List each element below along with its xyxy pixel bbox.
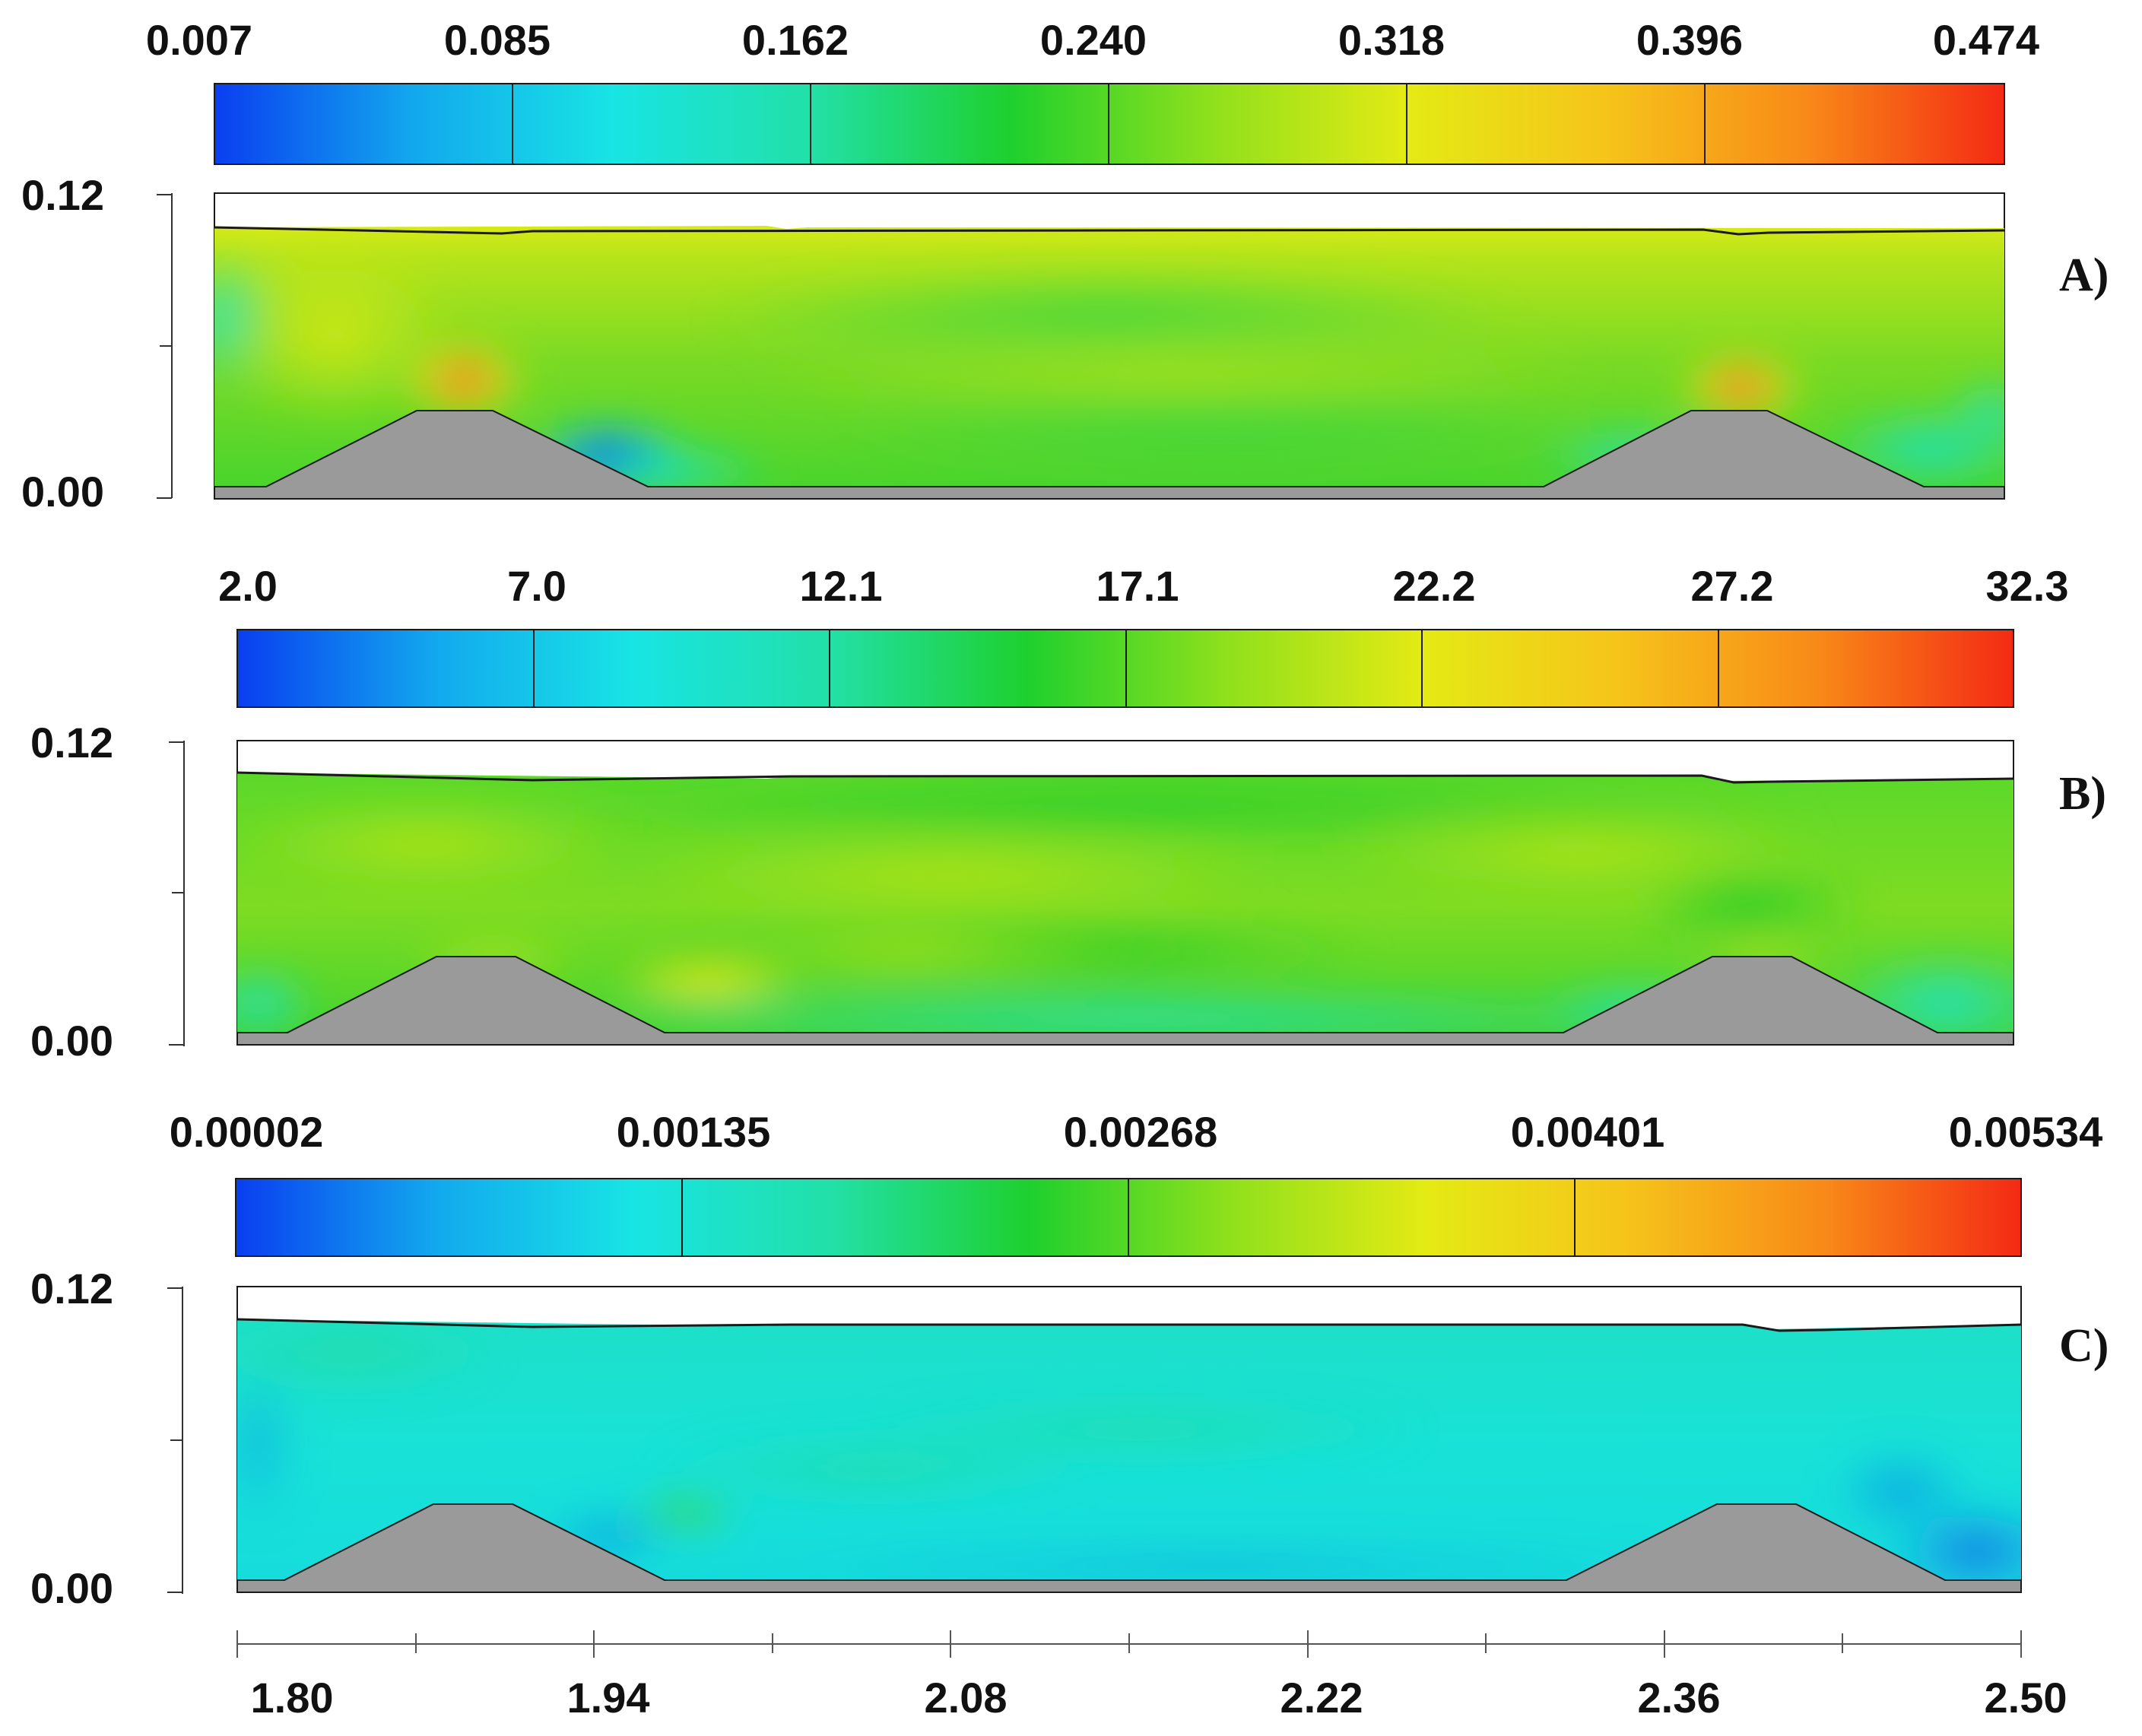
- colorbar-a-label: 0.240: [1040, 16, 1147, 64]
- x-tick-label: 2.22: [1280, 1674, 1363, 1722]
- y-tick-label-bottom-b: 0.00: [30, 1017, 113, 1065]
- panel-c: 0.00002 0.00135 0.00268 0.00401 0.00534 …: [30, 1108, 2109, 1612]
- panel-label-c: C): [2059, 1320, 2109, 1372]
- colorbar-b-label: 17.1: [1096, 562, 1179, 610]
- y-tick-label-bottom-a: 0.00: [21, 468, 104, 516]
- bedforms-a: [214, 410, 2005, 500]
- x-tick-label: 1.80: [251, 1674, 334, 1722]
- x-axis: 1.80 1.94 2.08 2.22 2.36 2.50: [236, 1630, 2067, 1722]
- bedforms-b: [236, 956, 2014, 1046]
- colorbar-c-label: 0.00534: [1949, 1108, 2102, 1156]
- colorbar-b-label: 32.3: [1986, 562, 2069, 610]
- y-tick-label-top-c: 0.12: [30, 1265, 113, 1312]
- colorbar-a-label: 0.318: [1338, 16, 1445, 64]
- colorbar-b-label: 12.1: [800, 562, 883, 610]
- colorbar-a-label: 0.474: [1933, 16, 2039, 64]
- colorbar-c-label: 0.00135: [617, 1108, 770, 1156]
- x-tick-label: 2.08: [925, 1674, 1008, 1722]
- x-tick-label: 2.50: [1985, 1674, 2067, 1722]
- colorbar-b-label: 22.2: [1393, 562, 1476, 610]
- colorbar-b-dividers: [533, 630, 1719, 707]
- colorbar-a-dividers: [512, 84, 1706, 164]
- y-tick-label-top-b: 0.12: [30, 719, 113, 766]
- colorbar-a-label: 0.007: [146, 16, 252, 64]
- y-axis-a: [157, 193, 173, 499]
- y-tick-label-bottom-c: 0.00: [30, 1564, 113, 1612]
- panel-label-a: A): [2059, 249, 2109, 301]
- colorbar-a-tick-labels: 0.007 0.085 0.162 0.240 0.318 0.396 0.47…: [146, 16, 2039, 64]
- colorbar-a-label: 0.396: [1636, 16, 1743, 64]
- colorbar-a-label: 0.162: [742, 16, 849, 64]
- y-axis-b: [169, 741, 185, 1046]
- colorbar-b-label: 7.0: [507, 562, 566, 610]
- colorbar-c-tick-labels: 0.00002 0.00135 0.00268 0.00401 0.00534: [170, 1108, 2102, 1156]
- panel-b: 2.0 7.0 12.1 17.1 22.2 27.2 32.3 0.12 0.…: [30, 562, 2106, 1065]
- colorbar-c-label: 0.00002: [170, 1108, 323, 1156]
- colorbar-b-label: 2.0: [218, 562, 278, 610]
- y-tick-label-top-a: 0.12: [21, 171, 104, 219]
- free-surface-a: [214, 226, 2005, 236]
- bedforms-c: [236, 1503, 2022, 1593]
- colorbar-b-label: 27.2: [1691, 562, 1774, 610]
- colorbar-b-tick-labels: 2.0 7.0 12.1 17.1 22.2 27.2 32.3: [218, 562, 2068, 610]
- panel-label-b: B): [2059, 768, 2106, 820]
- x-tick-label: 1.94: [567, 1674, 650, 1722]
- x-tick-label: 2.36: [1638, 1674, 1721, 1722]
- colorbar-a-label: 0.085: [444, 16, 551, 64]
- colorbar-c-dividers: [681, 1179, 1576, 1256]
- y-axis-c: [167, 1287, 183, 1594]
- free-surface-b: [236, 771, 2014, 784]
- colorbar-c-label: 0.00268: [1064, 1108, 1217, 1156]
- free-surface-c: [236, 1318, 2022, 1332]
- colorbar-c-label: 0.00401: [1511, 1108, 1664, 1156]
- panel-a: 0.007 0.085 0.162 0.240 0.318 0.396 0.47…: [21, 16, 2109, 516]
